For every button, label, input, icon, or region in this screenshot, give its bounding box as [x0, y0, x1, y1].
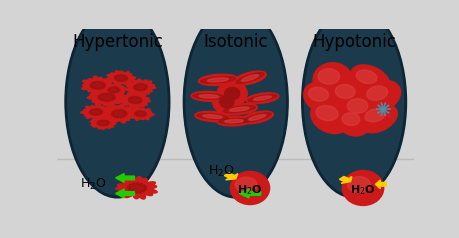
Ellipse shape [193, 94, 224, 99]
Polygon shape [101, 104, 135, 123]
Ellipse shape [341, 113, 359, 125]
Polygon shape [224, 173, 237, 180]
Polygon shape [98, 93, 115, 102]
Ellipse shape [358, 104, 397, 133]
Ellipse shape [202, 115, 222, 119]
Polygon shape [239, 189, 260, 198]
Polygon shape [114, 75, 127, 81]
Ellipse shape [247, 94, 276, 102]
Ellipse shape [235, 177, 256, 192]
Ellipse shape [347, 99, 367, 113]
Polygon shape [128, 96, 142, 104]
Ellipse shape [233, 71, 266, 85]
Polygon shape [111, 109, 127, 118]
Ellipse shape [241, 75, 258, 81]
Text: H$_2$O: H$_2$O [237, 183, 262, 197]
Text: Isotonic: Isotonic [203, 33, 268, 51]
Ellipse shape [198, 74, 237, 85]
Ellipse shape [253, 96, 271, 100]
Ellipse shape [317, 69, 339, 84]
Ellipse shape [218, 119, 249, 124]
Polygon shape [87, 88, 125, 106]
Polygon shape [81, 104, 110, 119]
Ellipse shape [246, 93, 278, 104]
Ellipse shape [360, 80, 400, 112]
Polygon shape [115, 189, 134, 198]
Ellipse shape [355, 70, 376, 84]
Polygon shape [134, 84, 147, 91]
Ellipse shape [223, 106, 255, 113]
Ellipse shape [308, 87, 328, 101]
Polygon shape [126, 79, 156, 95]
Ellipse shape [248, 114, 265, 120]
Ellipse shape [303, 82, 340, 113]
Ellipse shape [310, 99, 350, 134]
Ellipse shape [235, 73, 263, 84]
Ellipse shape [364, 109, 384, 122]
Polygon shape [82, 76, 115, 94]
Ellipse shape [217, 116, 251, 126]
Text: H$_2$O: H$_2$O [349, 183, 375, 197]
Ellipse shape [184, 7, 287, 197]
Ellipse shape [199, 94, 218, 98]
Ellipse shape [212, 90, 241, 114]
Polygon shape [120, 92, 150, 108]
Ellipse shape [341, 171, 383, 205]
Ellipse shape [224, 119, 243, 123]
Ellipse shape [207, 78, 228, 82]
Ellipse shape [347, 177, 369, 192]
Polygon shape [90, 81, 105, 89]
Ellipse shape [337, 108, 369, 136]
Text: Hypotonic: Hypotonic [312, 33, 395, 51]
Ellipse shape [350, 65, 389, 95]
Ellipse shape [342, 93, 379, 125]
Ellipse shape [200, 77, 235, 83]
Ellipse shape [330, 79, 366, 110]
Polygon shape [97, 120, 109, 126]
Ellipse shape [315, 105, 337, 121]
Polygon shape [375, 180, 386, 189]
Polygon shape [128, 107, 154, 120]
Polygon shape [90, 117, 116, 129]
Ellipse shape [302, 7, 405, 197]
Ellipse shape [229, 107, 249, 111]
Text: H$_2$O: H$_2$O [208, 164, 234, 179]
Polygon shape [116, 177, 157, 199]
Ellipse shape [196, 114, 228, 119]
Ellipse shape [313, 63, 352, 97]
Polygon shape [89, 109, 102, 115]
Ellipse shape [366, 86, 387, 100]
Ellipse shape [191, 91, 226, 101]
Text: Hypertonic: Hypertonic [72, 33, 162, 51]
Polygon shape [134, 111, 146, 117]
Ellipse shape [66, 7, 169, 197]
Ellipse shape [335, 84, 354, 99]
Ellipse shape [219, 96, 234, 108]
Polygon shape [339, 177, 351, 183]
Polygon shape [127, 183, 146, 193]
Ellipse shape [217, 81, 246, 106]
Ellipse shape [241, 111, 273, 124]
Ellipse shape [224, 87, 239, 100]
Ellipse shape [242, 113, 271, 122]
Polygon shape [115, 174, 134, 182]
Ellipse shape [221, 104, 257, 115]
Polygon shape [107, 71, 135, 85]
Polygon shape [108, 87, 119, 93]
Ellipse shape [195, 111, 230, 122]
Ellipse shape [230, 171, 269, 204]
Text: H$_2$O: H$_2$O [80, 177, 106, 192]
Polygon shape [101, 84, 127, 97]
